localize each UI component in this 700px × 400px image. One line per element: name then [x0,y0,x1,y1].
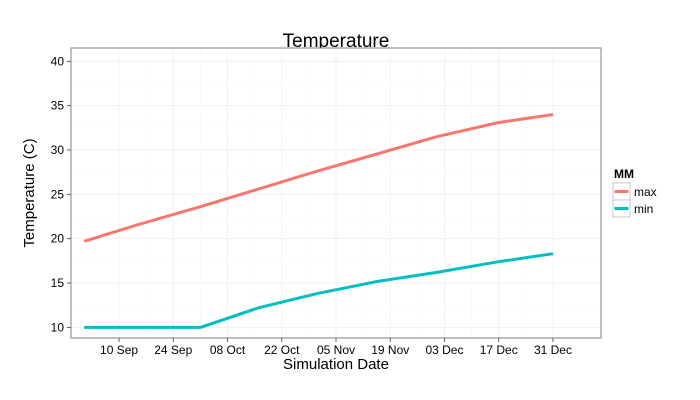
y-tick-label: 35 [51,99,65,113]
legend-label-min: min [634,202,653,216]
panel-border [70,47,602,339]
x-tick-label: 03 Dec [425,343,463,357]
x-tick-label: 24 Sep [154,343,192,357]
x-tick-label: 17 Dec [480,343,518,357]
y-axis-title: Temperature (C) [21,138,38,247]
legend-title: MM [614,167,634,181]
y-tick-label: 40 [51,54,65,68]
y-tick-label: 30 [51,143,65,157]
x-tick-label: 19 Nov [371,343,409,357]
x-tick-label: 10 Sep [100,343,138,357]
y-tick-label: 25 [51,187,65,201]
x-tick-label: 05 Nov [317,343,355,357]
y-tick-label: 15 [51,276,65,290]
y-tick-label: 20 [51,232,65,246]
x-tick-label: 22 Oct [264,343,300,357]
x-tick-label: 31 Dec [534,343,572,357]
x-axis-title: Simulation Date [283,356,389,373]
chart-title: Temperature [283,31,390,52]
series-line-min [84,252,554,329]
x-tick-label: 08 Oct [210,343,246,357]
y-tick-label: 10 [51,320,65,334]
legend-label-max: max [634,185,657,199]
series-line-max [83,113,554,243]
plot-panel: 10 15 20 25 30 35 40 10 Sep 24 Sep 08 Oct 22 Oct 05… [51,47,602,357]
legend: MM max min [612,167,657,218]
